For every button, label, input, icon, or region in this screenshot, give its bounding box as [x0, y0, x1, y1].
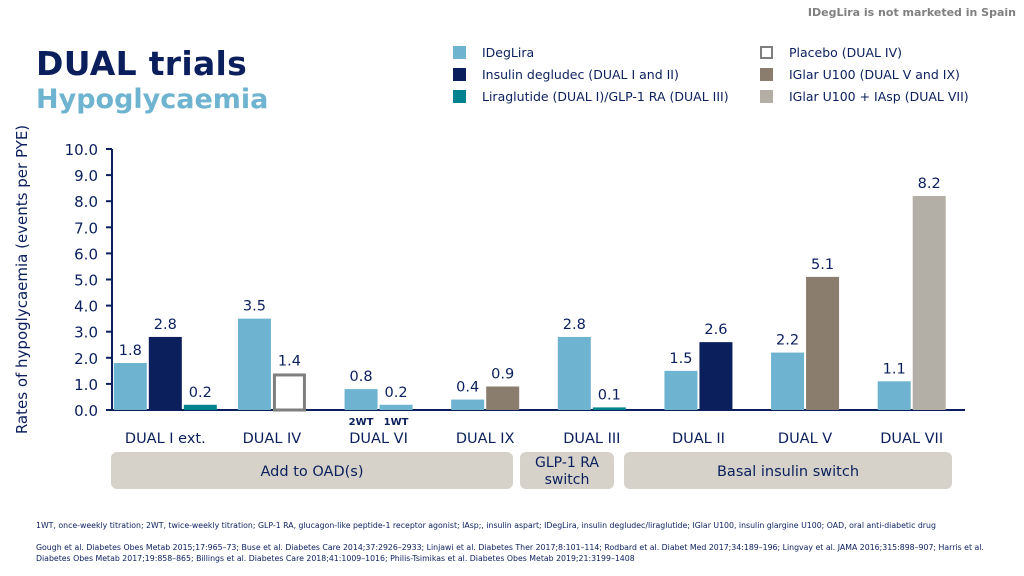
bar-dual-iv-placebo: [272, 373, 306, 412]
x-tick-label: DUAL V: [778, 431, 832, 447]
x-tick-label: DUAL I ext.: [125, 431, 206, 447]
bar-dual-ix-ideglira: [451, 399, 485, 410]
y-tick-label: 0.0: [74, 402, 98, 420]
x-tick-label: DUAL IX: [456, 431, 515, 447]
y-tick-label: 7.0: [74, 219, 98, 237]
bar-dual-i-ext--liraglutide: [183, 404, 217, 410]
group-glp-1-ra-switch-label-line2: switch: [545, 472, 590, 488]
y-tick-label: 9.0: [74, 167, 98, 185]
legend-swatch-ideglira: [453, 46, 466, 59]
page-title: DUAL trials: [36, 44, 248, 83]
data-label: 1.4: [278, 353, 301, 369]
data-label: 1.5: [669, 351, 692, 367]
y-tick-label: 6.0: [74, 245, 98, 263]
bar-dual-ii-insulin-degludec: [699, 342, 733, 410]
group-glp-1-ra-switch-label-line1: GLP-1 RA: [535, 455, 599, 471]
data-label: 0.8: [350, 369, 373, 385]
legend-item-placebo: Placebo (DUAL IV): [760, 45, 902, 60]
legend-label: IDegLira: [482, 45, 535, 60]
bar-dual-vi-ideglira-2wt: [344, 389, 378, 410]
data-label: 1.8: [119, 343, 142, 359]
legend-item-liraglutide: Liraglutide (DUAL I)/GLP-1 RA (DUAL III): [453, 89, 729, 104]
data-label: 2.8: [154, 317, 177, 333]
legend-item-iglar: IGlar U100 (DUAL V and IX): [760, 67, 960, 82]
data-label: 0.9: [491, 367, 514, 383]
data-label: 8.2: [918, 176, 941, 192]
x-tick-label: DUAL VI: [349, 431, 408, 447]
bar-dual-v-ideglira: [771, 352, 805, 410]
legend-label: Insulin degludec (DUAL I and II): [482, 67, 679, 82]
availability-notice: IDegLira is not marketed in Spain: [807, 6, 1016, 19]
data-label: 3.5: [243, 299, 266, 315]
data-label: 1.1: [883, 361, 906, 377]
legend-item-iglar-iasp: IGlar U100 + IAsp (DUAL VII): [760, 89, 969, 104]
bar-dual-i-ext--insulin-degludec: [148, 336, 182, 410]
legend-label: IGlar U100 + IAsp (DUAL VII): [789, 89, 969, 104]
bar-note-2wt: 2WT: [349, 417, 374, 428]
bar-dual-vii-ideglira: [877, 381, 911, 410]
legend-item-ideglira: IDegLira: [453, 45, 534, 60]
y-tick-label: 8.0: [74, 193, 98, 211]
x-tick-label: DUAL VII: [880, 431, 943, 447]
group-glp-1-ra-switch-box: [520, 452, 614, 489]
legend-swatch-liraglutide: [453, 90, 466, 103]
data-label: 0.4: [456, 380, 479, 396]
x-tick-label: DUAL III: [563, 431, 620, 447]
legend-swatch-placebo: [760, 46, 773, 59]
bar-dual-iii-ideglira: [557, 336, 591, 410]
data-label: 0.2: [385, 385, 408, 401]
y-tick-label: 4.0: [74, 298, 98, 316]
data-label: 0.1: [598, 387, 621, 403]
y-tick-label: 10.0: [65, 141, 98, 159]
data-label: 2.8: [563, 317, 586, 333]
legend-item-degludec: Insulin degludec (DUAL I and II): [453, 67, 679, 82]
legend-label: Placebo (DUAL IV): [789, 45, 903, 60]
legend-label: IGlar U100 (DUAL V and IX): [789, 67, 960, 82]
data-label: 5.1: [811, 257, 834, 273]
legend-swatch-degludec: [453, 68, 466, 81]
y-tick-label: 3.0: [74, 324, 98, 342]
y-tick-label: 2.0: [74, 350, 98, 368]
x-tick-label: DUAL II: [672, 431, 725, 447]
page-subtitle: Hypoglycaemia: [36, 84, 269, 115]
bar-dual-i-ext--ideglira: [113, 363, 147, 410]
data-label: 2.6: [704, 322, 727, 338]
group-basal-insulin-switch-box: [624, 452, 952, 489]
group-add-to-oad-s--box: [111, 452, 513, 489]
bar-dual-iv-ideglira: [237, 318, 271, 410]
bar-dual-ix-iglar-u100: [486, 386, 520, 410]
bar-dual-vii-iglar-u100-iasp: [912, 195, 946, 410]
legend-swatch-iglar: [760, 68, 773, 81]
footnote-references: Gough et al. Diabetes Obes Metab 2015;17…: [36, 543, 984, 563]
bar-dual-vi-ideglira-1wt: [379, 404, 413, 410]
group-basal-insulin-switch-label: Basal insulin switch: [717, 464, 859, 480]
footnote-abbreviations: 1WT, once-weekly titration; 2WT, twice-w…: [36, 521, 936, 530]
bar-dual-ii-ideglira: [664, 370, 698, 410]
data-label: 0.2: [189, 385, 212, 401]
bar-note-1wt: 1WT: [384, 417, 409, 428]
legend-label: Liraglutide (DUAL I)/GLP-1 RA (DUAL III): [482, 89, 729, 104]
y-axis-title: Rates of hypoglycaemia (events per PYE): [13, 125, 31, 434]
bar-dual-iii-glp-1-ra: [592, 407, 626, 410]
y-tick-label: 5.0: [74, 272, 98, 290]
group-add-to-oad-s--label: Add to OAD(s): [261, 464, 364, 480]
legend-swatch-iglar-iasp: [760, 90, 773, 103]
x-tick-label: DUAL IV: [243, 431, 302, 447]
y-tick-label: 1.0: [74, 376, 98, 394]
bar-dual-v-iglar-u100: [806, 276, 840, 410]
data-label: 2.2: [776, 333, 799, 349]
